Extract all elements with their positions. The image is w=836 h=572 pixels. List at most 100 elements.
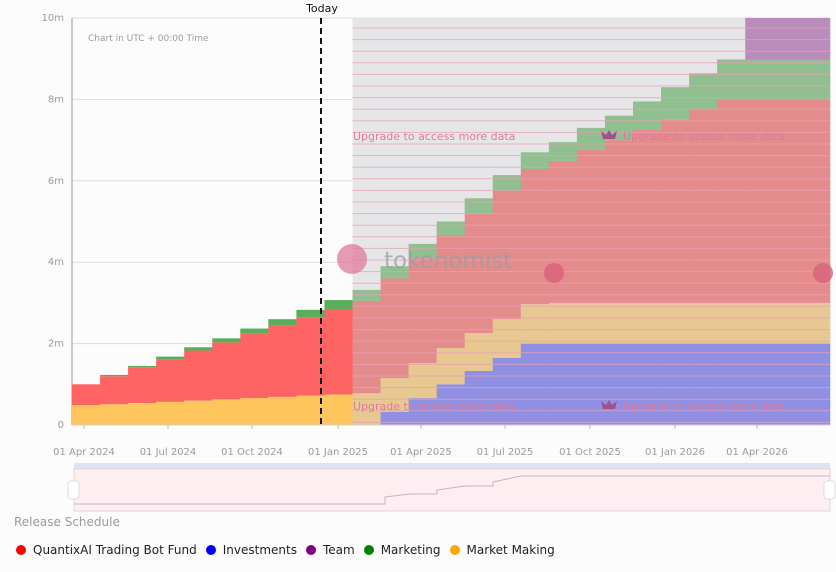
legend-dot-icon <box>305 545 316 555</box>
logo-circle-icon <box>813 263 833 283</box>
legend-dot-icon <box>16 545 26 555</box>
x-tick-label: 01 Jan 2025 <box>308 447 368 458</box>
timezone-note: Chart in UTC + 00:00 Time <box>88 34 209 44</box>
legend-item-team[interactable]: Team <box>305 543 355 557</box>
bar-segment-quantixai-trading-bot-fund <box>72 384 101 406</box>
bar-segment-investments <box>745 343 831 425</box>
legend-dot-icon <box>363 545 374 555</box>
bar-segment-marketing <box>661 87 690 120</box>
bar-segment-investments <box>576 343 606 425</box>
bar-segment-investments <box>689 343 718 425</box>
watermark-text: tokenomist <box>384 248 512 274</box>
locked-label: Upgrade to access more data <box>623 400 785 413</box>
bar-segment-market-making <box>324 394 353 425</box>
bar-segment-market-making <box>548 302 578 344</box>
navigator-window[interactable] <box>73 468 831 512</box>
legend-item-investments[interactable]: Investments <box>205 543 297 557</box>
bar-segment-investments <box>436 384 465 425</box>
bar-segment-market-making <box>436 348 465 385</box>
bar-segment-market-making <box>100 404 129 425</box>
legend: QuantixAI Trading Bot Fund Investments T… <box>16 543 564 557</box>
bar-segment-quantixai-trading-bot-fund <box>128 367 157 404</box>
bar-segment-investments <box>520 343 550 425</box>
bar-segment-marketing <box>576 127 606 150</box>
bar-segment-market-making <box>380 378 409 412</box>
bar-segment-quantixai-trading-bot-fund <box>184 350 213 401</box>
bar-segment-marketing <box>436 221 465 235</box>
bar-segment-market-making <box>604 302 634 344</box>
bar-segment-marketing <box>184 347 213 351</box>
bar-segment-investments <box>548 343 578 425</box>
bar-segment-marketing <box>240 328 269 334</box>
bar-segment-quantixai-trading-bot-fund <box>661 119 690 303</box>
locked-label: Upgrade to access more data <box>623 130 785 143</box>
x-tick-label: 01 Jul 2024 <box>140 447 197 458</box>
legend-label: QuantixAI Trading Bot Fund <box>33 543 197 557</box>
bar-segment-market-making <box>212 399 241 425</box>
bar-segment-quantixai-trading-bot-fund <box>240 333 269 399</box>
legend-item-quantixai[interactable]: QuantixAI Trading Bot Fund <box>16 543 197 557</box>
bar-segment-marketing <box>296 309 325 318</box>
bar-segment-market-making <box>464 333 494 371</box>
y-tick-label: 8m <box>48 94 64 105</box>
bar-segment-market-making <box>128 403 157 425</box>
navigator-right-handle[interactable] <box>823 480 836 500</box>
bar-segment-marketing <box>212 338 241 343</box>
bar-segment-investments <box>661 343 690 425</box>
bar-segment-quantixai-trading-bot-fund <box>717 99 746 303</box>
navigator-scrollbar[interactable] <box>74 463 830 469</box>
bar-segment-marketing <box>689 73 718 110</box>
legend-item-marketing[interactable]: Marketing <box>363 543 441 557</box>
locked-label: Upgrade to access more data <box>353 130 515 143</box>
bar-segment-marketing <box>745 59 831 100</box>
bar-segment-market-making <box>717 302 746 344</box>
bar-segment-quantixai-trading-bot-fund <box>408 258 437 364</box>
bar-segment-market-making <box>576 302 606 344</box>
x-tick-label: 01 Apr 2024 <box>53 447 115 458</box>
legend-label: Marketing <box>380 543 441 557</box>
tokenomist-logo: tokenomist <box>337 244 512 274</box>
bar-segment-quantixai-trading-bot-fund <box>352 300 381 394</box>
bar-segment-marketing <box>717 59 746 100</box>
bar-segment-investments <box>492 357 522 425</box>
legend-label: Investments <box>222 543 297 557</box>
bar-segment-quantixai-trading-bot-fund <box>464 213 494 334</box>
bar-segment-market-making <box>633 302 662 344</box>
bar-segment-team <box>745 18 831 60</box>
logo-circle-icon <box>337 244 367 274</box>
bar-segment-quantixai-trading-bot-fund <box>576 149 606 303</box>
crown-icon <box>601 130 617 139</box>
chart-title: Release Schedule <box>14 515 120 529</box>
bar-segment-investments <box>604 343 634 425</box>
x-tick-label: 01 Jul 2025 <box>477 447 534 458</box>
bar-segment-quantixai-trading-bot-fund <box>100 376 129 405</box>
y-tick-label: 2m <box>48 339 64 350</box>
legend-label: Market Making <box>466 543 555 557</box>
bar-segment-marketing <box>464 198 494 214</box>
bar-segment-marketing <box>100 374 129 377</box>
legend-dot-icon <box>205 545 216 555</box>
navigator-left-handle[interactable] <box>67 480 80 500</box>
y-tick-label: 4m <box>48 257 64 268</box>
today-label: Today <box>305 2 338 15</box>
x-tick-label: 01 Apr 2025 <box>390 447 452 458</box>
bar-segment-investments <box>633 343 662 425</box>
bar-segment-market-making <box>520 304 550 344</box>
x-tick-label: 01 Apr 2026 <box>726 447 788 458</box>
crown-icon <box>601 400 617 409</box>
bar-segment-market-making <box>72 405 101 425</box>
bar-segment-marketing <box>520 152 550 169</box>
bar-segment-quantixai-trading-bot-fund <box>604 140 634 303</box>
bar-segment-quantixai-trading-bot-fund <box>212 342 241 400</box>
bar-segment-quantixai-trading-bot-fund <box>689 109 718 303</box>
bar-segment-marketing <box>352 289 381 301</box>
bar-segment-investments <box>380 411 409 425</box>
y-tick-label: 6m <box>48 176 64 187</box>
legend-item-market-making[interactable]: Market Making <box>449 543 555 557</box>
bar-segment-quantixai-trading-bot-fund <box>633 129 662 303</box>
x-tick-label: 01 Jan 2026 <box>645 447 705 458</box>
x-tick-label: 01 Oct 2024 <box>221 447 283 458</box>
bar-segment-marketing <box>268 319 297 326</box>
bar-segment-quantixai-trading-bot-fund <box>324 309 353 395</box>
